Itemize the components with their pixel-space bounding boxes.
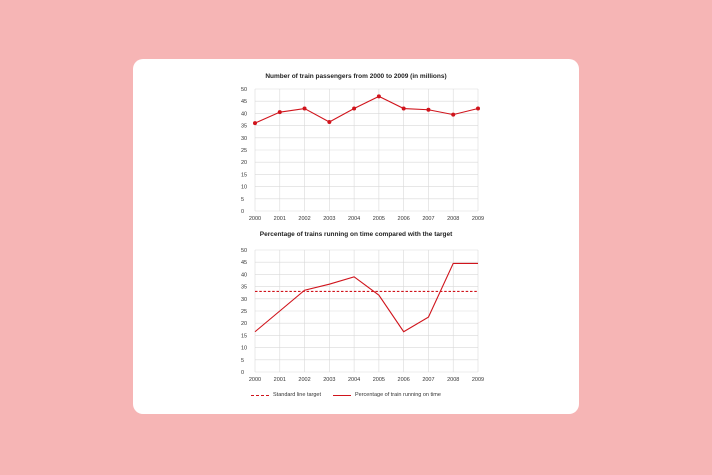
passengers-xtick-label: 2002 xyxy=(298,216,310,222)
passengers-ytick-label: 20 xyxy=(241,160,247,166)
punctuality-xtick-label: 2001 xyxy=(274,377,286,383)
punctuality-xtick-label: 2004 xyxy=(348,377,360,383)
passengers-data-point xyxy=(327,119,332,124)
punctuality-ytick-label: 35 xyxy=(241,285,247,291)
passengers-xtick-label: 2009 xyxy=(472,216,484,222)
passengers-data-point xyxy=(426,107,431,112)
punctuality-ytick-label: 20 xyxy=(241,321,247,327)
legend-label-ontime: Percentage of train running on time xyxy=(355,392,441,398)
punctuality-xtick-label: 2000 xyxy=(249,377,261,383)
passengers-chart-title: Number of train passengers from 2000 to … xyxy=(265,73,447,80)
punctuality-ytick-label: 45 xyxy=(241,260,247,266)
punctuality-xtick-label: 2002 xyxy=(298,377,310,383)
legend-item-ontime: Percentage of train running on time xyxy=(333,392,441,398)
passengers-ytick-label: 40 xyxy=(241,111,247,117)
passengers-data-point xyxy=(401,106,406,111)
passengers-ytick-label: 50 xyxy=(241,87,247,93)
passengers-data-point xyxy=(476,106,480,111)
chart-card: Number of train passengers from 2000 to … xyxy=(133,59,579,414)
punctuality-ytick-label: 40 xyxy=(241,272,247,278)
punctuality-xtick-label: 2008 xyxy=(447,377,459,383)
legend-label-target: Standard line target xyxy=(273,392,322,398)
passengers-data-point xyxy=(253,121,257,126)
punctuality-ytick-label: 5 xyxy=(241,358,244,364)
passengers-ytick-label: 25 xyxy=(241,148,247,154)
punctuality-ytick-label: 50 xyxy=(241,248,247,254)
passengers-ytick-label: 5 xyxy=(241,197,244,203)
passengers-xtick-label: 2004 xyxy=(348,216,360,222)
punctuality-ytick-label: 15 xyxy=(241,333,247,339)
punctuality-ytick-label: 30 xyxy=(241,297,247,303)
legend-swatch-dashed xyxy=(251,394,269,396)
punctuality-ytick-label: 25 xyxy=(241,309,247,315)
passengers-data-point xyxy=(376,94,381,99)
passengers-data-point xyxy=(451,112,456,117)
passengers-data-point xyxy=(302,106,307,111)
punctuality-ytick-label: 10 xyxy=(241,346,247,352)
punctuality-xtick-label: 2006 xyxy=(398,377,410,383)
passengers-xtick-label: 2000 xyxy=(249,216,261,222)
punctuality-chart-title: Percentage of trains running on time com… xyxy=(259,231,453,238)
passengers-xtick-label: 2006 xyxy=(398,216,410,222)
legend-swatch-solid xyxy=(333,394,351,396)
punctuality-xtick-label: 2007 xyxy=(422,377,434,383)
passengers-ytick-label: 35 xyxy=(241,124,247,130)
passengers-ytick-label: 45 xyxy=(241,99,247,105)
punctuality-ytick-label: 0 xyxy=(241,370,244,376)
passengers-xtick-label: 2003 xyxy=(323,216,335,222)
passengers-ytick-label: 10 xyxy=(241,185,247,191)
passengers-series-line-0 xyxy=(254,95,479,124)
passengers-data-point xyxy=(352,106,357,111)
passengers-ytick-label: 15 xyxy=(241,172,247,178)
punctuality-xtick-label: 2009 xyxy=(472,377,484,383)
passengers-xtick-label: 2005 xyxy=(373,216,385,222)
passengers-ytick-label: 0 xyxy=(241,209,244,215)
punctuality-xtick-label: 2005 xyxy=(373,377,385,383)
passengers-xtick-label: 2008 xyxy=(447,216,459,222)
legend-item-target: Standard line target xyxy=(251,392,321,398)
passengers-data-point xyxy=(277,110,282,115)
passengers-ytick-label: 30 xyxy=(241,136,247,142)
passengers-xtick-label: 2007 xyxy=(422,216,434,222)
punctuality-series-line-1 xyxy=(254,262,478,333)
punctuality-xtick-label: 2003 xyxy=(323,377,335,383)
passengers-xtick-label: 2001 xyxy=(274,216,286,222)
